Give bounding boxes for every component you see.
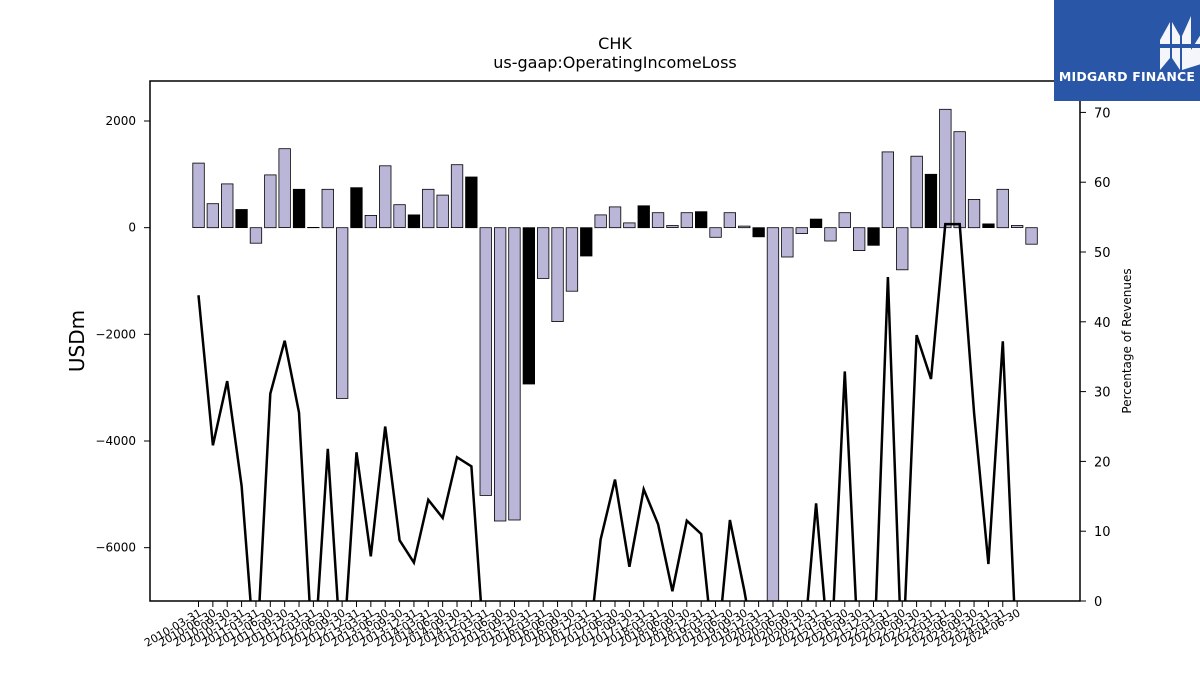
bar [580, 227, 593, 257]
bar [651, 212, 665, 228]
bar [221, 183, 234, 228]
bar [292, 188, 306, 229]
midgard-logo-icon [1158, 16, 1200, 70]
y2-tick-label: 70 [1094, 106, 1111, 121]
bar [666, 225, 679, 228]
bar [350, 187, 363, 229]
bar [364, 214, 378, 229]
bar [522, 227, 535, 385]
bar [436, 194, 449, 229]
y-tick-label: −4000 [95, 434, 136, 448]
bar [824, 227, 837, 242]
bar [709, 227, 722, 238]
bar [752, 227, 765, 238]
bar [422, 188, 435, 229]
bar [838, 212, 851, 228]
chart-title: CHK [598, 34, 632, 53]
y2-tick-label: 50 [1094, 246, 1111, 261]
y2-tick-label: 0 [1094, 595, 1102, 610]
y2-axis-label: Percentage of Revenues [1120, 268, 1134, 413]
bar [537, 227, 550, 279]
bar [321, 188, 334, 229]
y-tick-label: 2000 [105, 114, 136, 128]
bar [853, 227, 866, 251]
bar [1011, 225, 1024, 228]
bar [680, 212, 693, 228]
bar [867, 227, 880, 246]
y-tick-label: 0 [128, 221, 136, 235]
chart-subtitle: us-gaap:OperatingIncomeLoss [493, 53, 737, 72]
bar [479, 227, 492, 496]
bar [264, 174, 277, 229]
left-axis: 2000 0 −2000 −4000 −6000 [95, 114, 150, 555]
y-tick-label: −2000 [95, 327, 136, 341]
y2-tick-label: 40 [1094, 316, 1111, 331]
bar [695, 211, 708, 229]
bar [508, 227, 521, 521]
bar [766, 227, 780, 602]
revenue-percentage-line [197, 222, 1016, 601]
bar [953, 131, 966, 229]
bar [623, 222, 636, 229]
bar [493, 227, 507, 522]
bar [192, 162, 205, 229]
y2-tick-label: 60 [1094, 176, 1111, 191]
bar [637, 205, 650, 229]
bar [594, 214, 607, 229]
bar [881, 151, 894, 228]
bar [723, 212, 736, 228]
bar [235, 209, 248, 229]
bar [465, 176, 478, 229]
bar [249, 227, 263, 244]
bar [996, 188, 1009, 229]
y2-tick-label: 10 [1094, 525, 1111, 540]
bar [206, 203, 220, 229]
y-axis-label: USDm [65, 310, 89, 372]
y2-tick-label: 20 [1094, 455, 1111, 470]
bar [1025, 227, 1038, 245]
bar [551, 227, 564, 322]
y-tick-label: −6000 [95, 541, 136, 555]
bar [565, 227, 579, 292]
bar [939, 108, 952, 229]
bar [278, 148, 291, 228]
bar [809, 218, 823, 229]
bar [407, 214, 421, 229]
bar [924, 173, 938, 229]
bar [910, 155, 923, 229]
bars-group [192, 108, 1038, 602]
bar [393, 204, 406, 228]
bar [738, 225, 751, 229]
bar [781, 227, 794, 258]
bar [335, 227, 349, 399]
bar [982, 223, 995, 228]
bar [795, 227, 808, 234]
bar [608, 206, 622, 229]
bar [379, 165, 392, 229]
x-axis: 2010-03-312010-06-302010-09-302010-12-31… [142, 601, 1023, 650]
midgard-finance-logo: MIDGARD FINANCE [1054, 0, 1200, 101]
right-axis: 0 10 20 30 40 50 60 70 [1080, 106, 1111, 610]
logo-text: MIDGARD FINANCE [1058, 69, 1196, 84]
bar [967, 198, 981, 229]
bar [896, 227, 909, 271]
bar [450, 164, 464, 228]
y2-tick-label: 30 [1094, 386, 1111, 401]
